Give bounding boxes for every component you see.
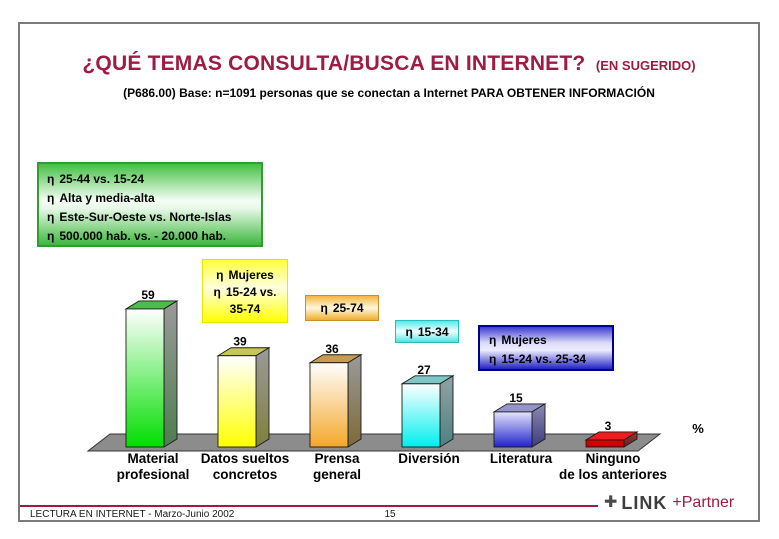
bar-value-label: 15	[509, 391, 523, 405]
category-label: de los anteriores	[559, 467, 667, 482]
category-label: general	[313, 467, 361, 482]
page-title: ¿QUÉ TEMAS CONSULTA/BUSCA EN INTERNET? (…	[20, 52, 758, 76]
bar-front-face	[493, 411, 533, 448]
bar-value-label: 36	[325, 342, 339, 356]
bar-front-face	[217, 355, 257, 448]
bar-side-face	[255, 346, 270, 448]
eta-bullet-icon: η	[47, 210, 55, 224]
annotation-line: η 25-74	[320, 301, 363, 315]
eta-bullet-icon: η	[213, 285, 221, 299]
bar-front-face	[125, 308, 165, 448]
bar-side-face	[439, 375, 454, 448]
category-label: Literatura	[490, 451, 553, 466]
eta-bullet-icon: η	[320, 301, 328, 315]
logo-link-text: LINK	[621, 493, 668, 513]
annotation-text: 15-24 vs.	[225, 285, 277, 299]
annotation-line: η 500.000 hab. vs. - 20.000 hab.	[47, 227, 261, 246]
annotation-text: 15-34	[417, 324, 449, 339]
bar-front-face	[401, 383, 441, 448]
footer-left-text: LECTURA EN INTERNET - Marzo-Junio 2002	[30, 509, 235, 520]
bar-value-label: 39	[233, 335, 247, 349]
annotation-text: 35-74	[229, 302, 261, 316]
annotation-text: 500.000 hab. vs. - 20.000 hab.	[59, 229, 227, 243]
annotation-line: η 15-24 vs.	[203, 284, 287, 301]
annotation-line: η Alta y media-alta	[47, 189, 261, 208]
bar-value-label: 3	[605, 419, 612, 433]
category-label: Datos sueltos	[201, 451, 290, 466]
eta-bullet-icon: η	[489, 333, 497, 347]
highlight-box-cyan-diversion: η 15-34	[395, 320, 459, 343]
highlight-box-yellow-prensa: η 25-74	[305, 295, 379, 321]
bar-front-face	[309, 362, 349, 448]
eta-bullet-icon: η	[489, 352, 497, 366]
annotation-text: Este-Sur-Oeste vs. Norte-Islas	[59, 210, 232, 224]
highlight-box-blue-literatura: η Mujeres η 15-24 vs. 25-34	[478, 325, 614, 371]
title-text: ¿QUÉ TEMAS CONSULTA/BUSCA EN INTERNET?	[82, 52, 586, 75]
eta-bullet-icon: η	[47, 172, 55, 186]
eta-bullet-icon: η	[47, 229, 55, 243]
category-label: concretos	[213, 467, 278, 482]
unit-label: %	[692, 421, 704, 436]
annotation-line: η Mujeres	[489, 331, 612, 350]
category-label: profesional	[117, 467, 190, 482]
link-cross-logo-icon: ✚	[604, 494, 618, 511]
annotation-text: 25-74	[332, 301, 364, 315]
category-label: Material	[127, 451, 178, 466]
bar-front-face	[585, 439, 625, 448]
page-number: 15	[384, 509, 396, 520]
link-partner-logo: ✚ LINK +Partner	[598, 490, 737, 516]
eta-bullet-icon: η	[216, 268, 224, 282]
category-label: Diversión	[398, 451, 460, 466]
annotation-line: η Este-Sur-Oeste vs. Norte-Islas	[47, 208, 261, 227]
eta-bullet-icon: η	[47, 191, 55, 205]
base-subtitle: (P686.00) Base: n=1091 personas que se c…	[123, 86, 655, 100]
highlight-box-yellow-datos: η Mujeres η 15-24 vs. 35-74	[202, 259, 288, 323]
annotation-text: Alta y media-alta	[59, 191, 155, 205]
annotation-text: 15-24 vs. 25-34	[501, 352, 587, 366]
annotation-line: η 25-44 vs. 15-24	[47, 170, 261, 189]
logo-partner-text: +Partner	[672, 494, 735, 511]
category-label: Prensa	[314, 451, 360, 466]
slide: ¿QUÉ TEMAS CONSULTA/BUSCA EN INTERNET? (…	[18, 22, 760, 522]
annotation-line: 35-74	[203, 301, 287, 318]
bar-side-face	[347, 353, 362, 448]
annotation-text: 25-44 vs. 15-24	[59, 172, 145, 186]
highlight-box-green: η 25-44 vs. 15-24 η Alta y media-alta η Est…	[37, 162, 263, 247]
title-suffix-text: (EN SUGERIDO)	[595, 58, 696, 73]
annotation-text: Mujeres	[228, 268, 274, 282]
annotation-line: η 15-34	[405, 325, 448, 339]
annotation-text: Mujeres	[501, 333, 547, 347]
footer-rule	[20, 505, 602, 507]
bar-side-face	[531, 403, 546, 448]
bar-value-label: 27	[417, 363, 431, 377]
category-label: Ninguno	[586, 451, 641, 466]
bar-side-face	[163, 300, 178, 448]
bar-value-label: 59	[141, 288, 155, 302]
annotation-line: η Mujeres	[203, 267, 287, 284]
eta-bullet-icon: η	[405, 324, 413, 339]
annotation-line: η 15-24 vs. 25-34	[489, 350, 612, 369]
